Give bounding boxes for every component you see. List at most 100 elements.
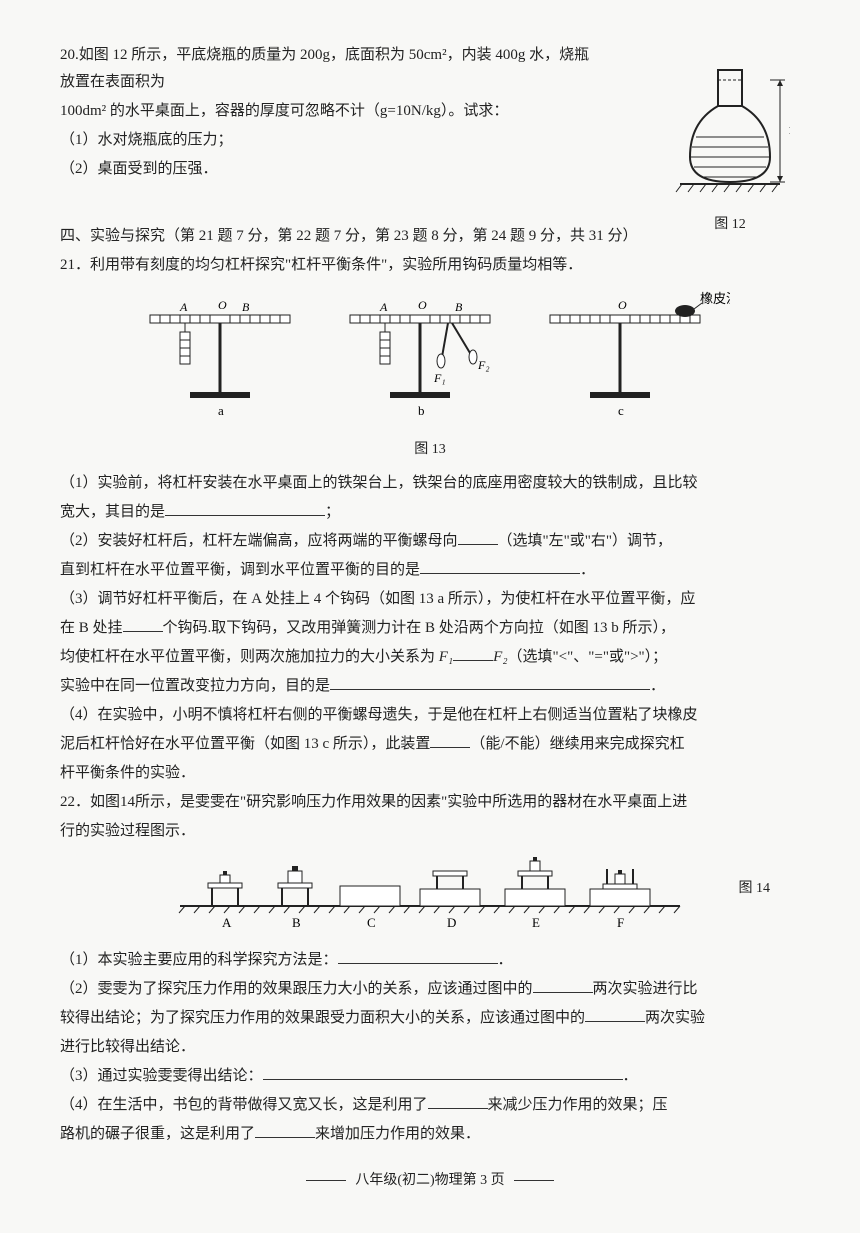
svg-text:O: O xyxy=(218,298,227,312)
q22-p3b: ． xyxy=(623,1068,638,1084)
q21-p4-line2: 泥后杠杆恰好在水平位置平衡（如图 13 c 所示），此装置 （能/不能）继续用来完… xyxy=(60,731,800,758)
blank-13 xyxy=(255,1122,315,1138)
blank-4 xyxy=(123,616,163,632)
svg-text:b: b xyxy=(418,403,425,418)
q22-p3a: （3）通过实验雯雯得出结论： xyxy=(60,1068,263,1084)
q20-line1: 20.如图 12 所示，平底烧瓶的质量为 200g，底面积为 50cm²，内装 … xyxy=(60,42,600,96)
q22-p3-line: （3）通过实验雯雯得出结论： ． xyxy=(60,1063,800,1090)
q20-block: 20.如图 12 所示，平底烧瓶的质量为 200g，底面积为 50cm²，内装 … xyxy=(60,42,800,183)
blank-3 xyxy=(420,558,580,574)
q21-p3-line2: 在 B 处挂 个钩码.取下钩码，又改用弹簧测力计在 B 处沿两个方向拉（如图 13… xyxy=(60,615,800,642)
svg-text:O: O xyxy=(618,298,627,312)
q20-sub1: （1）水对烧瓶底的压力； xyxy=(60,127,600,154)
pressure-figure: A B C D xyxy=(60,851,800,941)
q21-p2d: ． xyxy=(580,562,595,578)
q21-p4a: （4）在实验中，小明不慎将杠杆右侧的平衡螺母遗失，于是他在杠杆上右侧适当位置粘了… xyxy=(60,702,800,729)
q22-p2c: 较得出结论；为了探究压力作用的效果跟受力面积大小的关系，应该通过图中的 xyxy=(60,1010,585,1026)
svg-text:F₂: F₂ xyxy=(477,358,490,372)
flask-icon: 12cm xyxy=(670,62,790,202)
q21-p3a: （3）调节好杠杆平衡后，在 A 处挂上 4 个钩码（如图 13 a 所示），为使… xyxy=(60,586,800,613)
q22-p2d: 两次实验 xyxy=(645,1010,705,1026)
blank-12 xyxy=(428,1093,488,1109)
svg-text:E: E xyxy=(532,915,540,930)
q21-p1b: 宽大，其目的是 xyxy=(60,504,165,520)
blank-1 xyxy=(165,500,325,516)
svg-text:c: c xyxy=(618,403,624,418)
blank-8 xyxy=(338,948,498,964)
q21-p2b: （选填"左"或"右"）调节， xyxy=(498,533,673,549)
q22-p4-line2: 路机的碾子很重，这是利用了来增加压力作用的效果． xyxy=(60,1121,800,1148)
q21-p3-line4: 实验中在同一位置改变拉力方向，目的是 ． xyxy=(60,673,800,700)
q21-p3c: 个钩码.取下钩码，又改用弹簧测力计在 B 处沿两个方向拉（如图 13 b 所示）… xyxy=(163,620,676,636)
blank-6 xyxy=(330,674,650,690)
footer-rule-right xyxy=(514,1180,554,1181)
q22-p4c: 路机的碾子很重，这是利用了 xyxy=(60,1126,255,1142)
q21-p3d-post: （选填"<"、"="或">"）； xyxy=(508,649,668,665)
footer-text: 八年级(初二)物理第 3 页 xyxy=(355,1173,504,1188)
svg-text:F₁: F₁ xyxy=(433,371,446,385)
svg-text:橡皮泥: 橡皮泥 xyxy=(700,291,730,306)
q22-p1: （1）本实验主要应用的科学探究方法是： xyxy=(60,952,338,968)
blank-11 xyxy=(263,1064,623,1080)
q21-p4b: 泥后杠杆恰好在水平位置平衡（如图 13 c 所示），此装置 xyxy=(60,736,430,752)
q21-p3d-pre: 均使杠杆在水平位置平衡，则两次施加拉力的大小关系为 xyxy=(60,649,439,665)
q20-text: 20.如图 12 所示，平底烧瓶的质量为 200g，底面积为 50cm²，内装 … xyxy=(60,42,600,183)
fig13-label: 图 13 xyxy=(60,437,800,462)
svg-text:F: F xyxy=(617,915,624,930)
q21-p3e: 实验中在同一位置改变拉力方向，目的是 xyxy=(60,678,330,694)
svg-text:B: B xyxy=(455,300,463,314)
q20-line2: 100dm² 的水平桌面上，容器的厚度可忽略不计（g=10N/kg）。试求： xyxy=(60,98,600,125)
q21-p2c: 直到杠杆在水平位置平衡，调到水平位置平衡的目的是 xyxy=(60,562,420,578)
blank-9 xyxy=(533,977,593,993)
footer-rule-left xyxy=(306,1180,346,1181)
q21-intro: 21．利用带有刻度的均匀杠杆探究"杠杆平衡条件"，实验所用钩码质量均相等． xyxy=(60,252,800,279)
q21-p2-line2: 直到杠杆在水平位置平衡，调到水平位置平衡的目的是 ． xyxy=(60,557,800,584)
svg-text:O: O xyxy=(418,298,427,312)
blank-5 xyxy=(453,645,493,661)
q22-p1-end: ． xyxy=(498,952,513,968)
q21-p4c: （能/不能）继续用来完成探究杠 xyxy=(470,736,684,752)
q21-p1a: （1）实验前，将杠杆安装在水平桌面上的铁架台上，铁架台的底座用密度较大的铁制成，… xyxy=(60,470,800,497)
fig14-label: 图 14 xyxy=(739,876,771,901)
svg-text:A: A xyxy=(379,300,388,314)
flask-figure: 12cm 图 12 xyxy=(660,62,800,237)
lever-figure: A O B a A O B xyxy=(60,287,800,462)
q21-p2-line1: （2）安装好杠杆后，杠杆左端偏高，应将两端的平衡螺母向 （选填"左"或"右"）调节… xyxy=(60,528,800,555)
q22-p1-line: （1）本实验主要应用的科学探究方法是： ． xyxy=(60,947,800,974)
q22-p2a: （2）雯雯为了探究压力作用的效果跟压力大小的关系，应该通过图中的 xyxy=(60,981,533,997)
blank-2 xyxy=(458,529,498,545)
q21-f1: F₁ xyxy=(439,649,453,665)
q21-p3f: ． xyxy=(650,678,665,694)
svg-text:D: D xyxy=(447,915,456,930)
q22-p2-line1: （2）雯雯为了探究压力作用的效果跟压力大小的关系，应该通过图中的 两次实验进行比 xyxy=(60,976,800,1003)
svg-text:B: B xyxy=(292,915,301,930)
q21-p4d: 杆平衡条件的实验． xyxy=(60,760,800,787)
blank-7 xyxy=(430,732,470,748)
pressure-diagram-icon: A B C D xyxy=(170,851,690,931)
fig12-label: 图 12 xyxy=(660,212,800,237)
page: 20.如图 12 所示，平底烧瓶的质量为 200g，底面积为 50cm²，内装 … xyxy=(60,42,800,1193)
q21-p3-line3: 均使杠杆在水平位置平衡，则两次施加拉力的大小关系为 F₁ F₂（选填"<"、"="… xyxy=(60,644,800,671)
q22-p2-line2: 较得出结论；为了探究压力作用的效果跟受力面积大小的关系，应该通过图中的 两次实验 xyxy=(60,1005,800,1032)
svg-text:A: A xyxy=(179,300,188,314)
blank-10 xyxy=(585,1006,645,1022)
q22-p2e: 进行比较得出结论． xyxy=(60,1034,800,1061)
svg-text:C: C xyxy=(367,915,376,930)
svg-text:A: A xyxy=(222,915,232,930)
svg-text:a: a xyxy=(218,403,224,418)
q21-p1-line: 宽大，其目的是 ； xyxy=(60,499,800,526)
page-footer: 八年级(初二)物理第 3 页 xyxy=(60,1168,800,1193)
q20-sub2: （2）桌面受到的压强． xyxy=(60,156,600,183)
q21-f2: F₂ xyxy=(493,649,507,665)
q22-intro1: 22．如图14所示，是雯雯在"研究影响压力作用效果的因素"实验中所选用的器材在水… xyxy=(60,789,800,816)
q21-p1c: ； xyxy=(325,504,340,520)
lever-diagram-icon: A O B a A O B xyxy=(130,287,730,427)
flask-height-text: 12cm xyxy=(788,123,790,137)
q21-p3b: 在 B 处挂 xyxy=(60,620,123,636)
svg-text:B: B xyxy=(242,300,250,314)
q22-p4a: （4）在生活中，书包的背带做得又宽又长，这是利用了 xyxy=(60,1097,428,1113)
q21-p2a: （2）安装好杠杆后，杠杆左端偏高，应将两端的平衡螺母向 xyxy=(60,533,458,549)
q22-p4b: 来减少压力作用的效果；压 xyxy=(488,1097,668,1113)
q22-intro2: 行的实验过程图示． xyxy=(60,818,800,845)
q22-p2b: 两次实验进行比 xyxy=(593,981,698,997)
